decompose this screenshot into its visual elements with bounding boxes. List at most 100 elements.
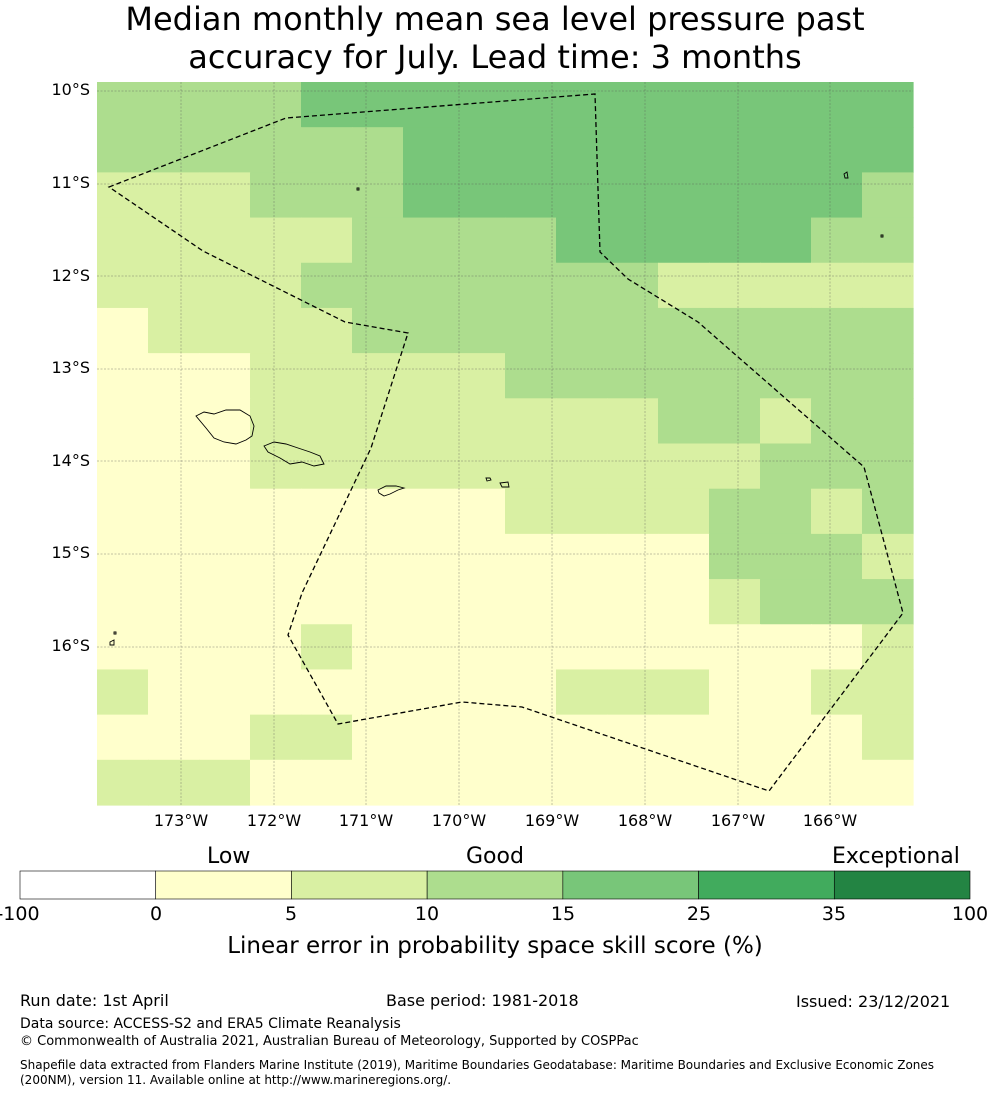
- grid-cell: [97, 398, 149, 445]
- grid-cell: [97, 443, 149, 490]
- grid-cell: [97, 579, 149, 625]
- grid-cell: [709, 759, 761, 806]
- grid-cell: [760, 172, 812, 219]
- grid-cell: [403, 262, 455, 309]
- grid-cell: [760, 669, 812, 716]
- grid-cell: [811, 262, 863, 309]
- grid-cell: [709, 533, 761, 580]
- grid-cell: [250, 307, 302, 354]
- grid-cell: [556, 262, 608, 309]
- lon-label-172w: 172°W: [246, 811, 302, 830]
- grid-cell: [862, 353, 914, 399]
- grid-cell: [760, 579, 812, 625]
- grid-cell: [301, 262, 353, 309]
- grid-cell: [250, 759, 302, 806]
- grid-cell: [505, 579, 557, 625]
- grid-cell: [505, 398, 557, 445]
- colorbar-tick: -100: [0, 903, 40, 925]
- grid-cell: [862, 262, 914, 309]
- grid-cell: [454, 533, 506, 580]
- issued-date: Issued: 23/12/2021: [796, 992, 951, 1011]
- lat-label-16s: 16°S: [51, 636, 90, 655]
- grid-cell: [505, 127, 557, 173]
- grid-cell: [148, 172, 200, 219]
- grid-cell: [811, 714, 863, 761]
- lon-label-173w: 173°W: [153, 811, 209, 830]
- grid-cell: [250, 533, 302, 580]
- grid-cell: [862, 398, 914, 445]
- colorbar: [19, 870, 971, 900]
- grid-cell: [301, 488, 353, 535]
- grid-cell: [199, 669, 251, 716]
- grid-cell: [862, 217, 914, 264]
- lon-label-167w: 167°W: [710, 811, 766, 830]
- grid-cell: [505, 443, 557, 490]
- grid-cell: [454, 127, 506, 173]
- grid-cell: [862, 579, 914, 625]
- grid-cell: [352, 669, 404, 716]
- grid-cell: [250, 398, 302, 445]
- grid-cell: [709, 307, 761, 354]
- grid-cell: [811, 217, 863, 264]
- grid-cell: [811, 488, 863, 535]
- grid-cell: [250, 669, 302, 716]
- grid-cell: [148, 127, 200, 173]
- grid-cell: [709, 82, 761, 128]
- grid-cell: [403, 488, 455, 535]
- lat-label-13s: 13°S: [51, 358, 90, 377]
- grid-cell: [199, 127, 251, 173]
- grid-cell: [250, 262, 302, 309]
- grid-cell: [352, 714, 404, 761]
- grid-cell: [556, 398, 608, 445]
- colorbar-tick: 0: [149, 903, 163, 925]
- grid-cell: [760, 624, 812, 671]
- colorbar-segment: [698, 870, 835, 900]
- grid-cell: [301, 669, 353, 716]
- grid-cell: [250, 82, 302, 128]
- grid-cell: [658, 307, 710, 354]
- grid-cell: [454, 262, 506, 309]
- grid-cell: [658, 714, 710, 761]
- grid-cell: [403, 353, 455, 399]
- grid-cell: [97, 127, 149, 173]
- grid-cell: [199, 82, 251, 128]
- grid-cell: [607, 127, 659, 173]
- grid-cell: [607, 398, 659, 445]
- grid-cell: [556, 669, 608, 716]
- lon-label-166w: 166°W: [802, 811, 858, 830]
- shapefile-credit-1: Shapefile data extracted from Flanders M…: [20, 1058, 935, 1072]
- grid-cell: [505, 759, 557, 806]
- grid-cell: [709, 127, 761, 173]
- grid-cell: [148, 353, 200, 399]
- grid-cell: [403, 624, 455, 671]
- grid-cell: [148, 669, 200, 716]
- grid-cell: [97, 714, 149, 761]
- grid-cell: [811, 759, 863, 806]
- grid-cell: [811, 82, 863, 128]
- grid-cell: [505, 217, 557, 264]
- grid-cell: [454, 759, 506, 806]
- grid-cell: [199, 533, 251, 580]
- grid-cell: [862, 127, 914, 173]
- grid-cell: [352, 127, 404, 173]
- grid-cell: [658, 353, 710, 399]
- grid-cell: [148, 262, 200, 309]
- base-period: Base period: 1981-2018: [386, 991, 579, 1010]
- grid-cell: [607, 82, 659, 128]
- grid-cell: [301, 759, 353, 806]
- grid-cell: [250, 579, 302, 625]
- grid-cell: [505, 714, 557, 761]
- grid-cell: [709, 172, 761, 219]
- grid-cell: [811, 172, 863, 219]
- grid-cell: [301, 127, 353, 173]
- grid-cell: [352, 82, 404, 128]
- copyright: © Commonwealth of Australia 2021, Austra…: [20, 1034, 639, 1049]
- lon-label-170w: 170°W: [431, 811, 487, 830]
- grid-cell: [505, 533, 557, 580]
- grid-cell: [811, 307, 863, 354]
- grid-cell: [97, 172, 149, 219]
- grid-cell: [199, 172, 251, 219]
- grid-cell: [301, 443, 353, 490]
- grid-cell: [97, 217, 149, 264]
